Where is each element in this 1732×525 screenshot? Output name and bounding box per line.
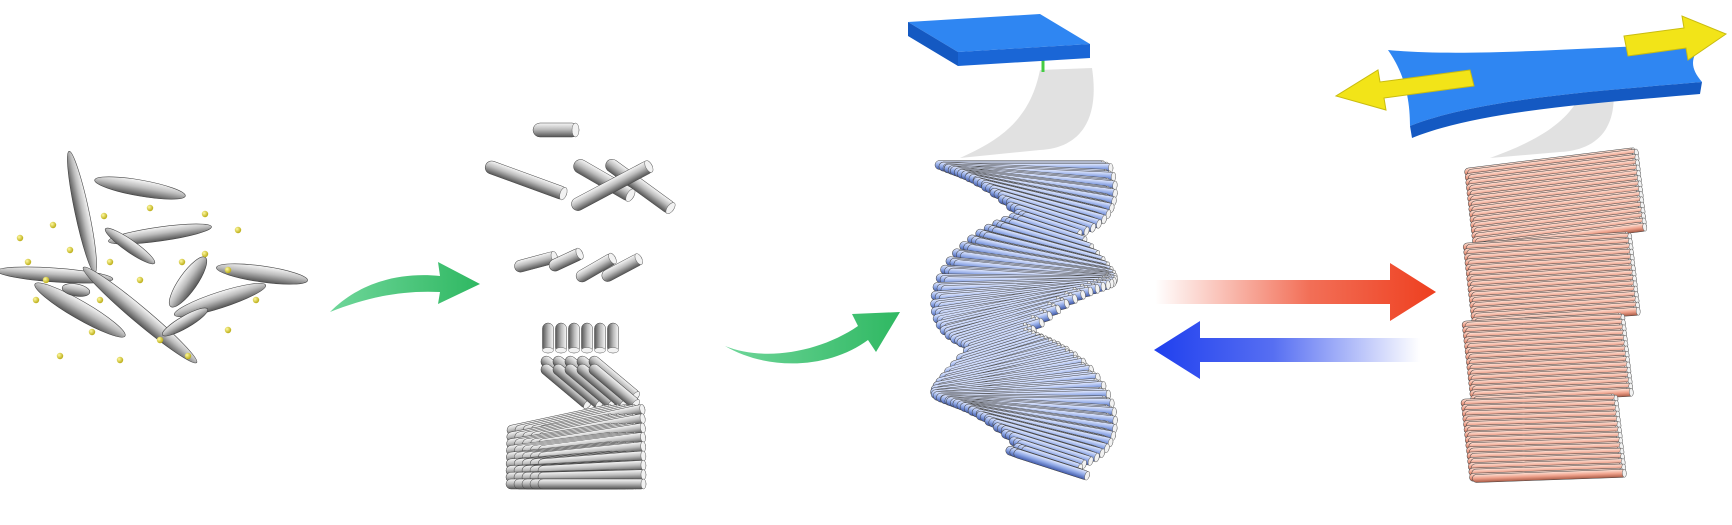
solute-dot (116, 356, 124, 364)
solute-dot (201, 210, 209, 218)
solute-dot (32, 296, 40, 304)
nanorod (1013, 448, 1090, 481)
top-block (908, 14, 1090, 66)
nanoparticle (168, 256, 208, 308)
nanorod (601, 253, 643, 282)
nanorod (568, 322, 580, 354)
solute-dot (100, 212, 108, 220)
solute-dot (88, 328, 96, 336)
solute-dot (224, 266, 232, 274)
nanoparticle (161, 307, 209, 337)
nanorod (575, 252, 617, 283)
nanorod (571, 160, 654, 211)
nanoparticle (108, 223, 212, 245)
nanoparticle (94, 176, 186, 200)
solute-dot (49, 221, 57, 229)
process-arrow-icon (330, 262, 480, 312)
solute-dot (56, 352, 64, 360)
solute-dot (16, 234, 24, 242)
twisted-helical-stack-panel (908, 14, 1118, 481)
nanorod (532, 122, 580, 138)
nanoparticle (67, 151, 97, 273)
solute-dot (66, 246, 74, 254)
nanorod (1472, 469, 1627, 483)
nanoparticle (104, 227, 156, 265)
relax-arrow-icon (1154, 321, 1420, 379)
solute-dot (201, 250, 209, 258)
solute-dot (106, 258, 114, 266)
nanorod (484, 160, 568, 201)
solute-dot (42, 276, 50, 284)
pull-arrow-icon (1623, 15, 1728, 61)
solute-dot (96, 296, 104, 304)
stretch-arrow-icon (1155, 263, 1436, 321)
solute-dot (156, 336, 164, 344)
nanorod (548, 247, 584, 272)
nanorod (537, 478, 647, 490)
nanoparticle (216, 263, 308, 285)
pull-arrow-icon (1334, 69, 1475, 111)
dispersed-nanorods-panel (0, 151, 308, 364)
solute-dot (224, 326, 232, 334)
solute-dot (24, 258, 32, 266)
nanoparticle (173, 283, 267, 317)
solute-dot (252, 296, 260, 304)
nanorod (607, 322, 619, 354)
stretched-block (1388, 44, 1702, 138)
nanoparticle (34, 282, 126, 338)
solute-dot (234, 226, 242, 234)
nanorod (581, 322, 593, 354)
nanoparticle (61, 283, 91, 297)
nanoparticle (82, 266, 198, 364)
nanorod (542, 322, 554, 354)
aligned-stretched-stack-panel (1334, 15, 1728, 483)
process-arrow-icon (725, 312, 900, 364)
aligned-rod-stack (1460, 147, 1648, 483)
nanorod (605, 158, 676, 215)
solute-dot (178, 258, 186, 266)
solute-dot (146, 204, 154, 212)
tether-fan (960, 68, 1094, 158)
nanorod (594, 322, 606, 354)
solute-dot (136, 276, 144, 284)
assembling-nanorods-panel (484, 122, 676, 490)
helical-rod-stack (930, 160, 1118, 481)
solute-dot (184, 352, 192, 360)
nanorod (555, 322, 567, 354)
